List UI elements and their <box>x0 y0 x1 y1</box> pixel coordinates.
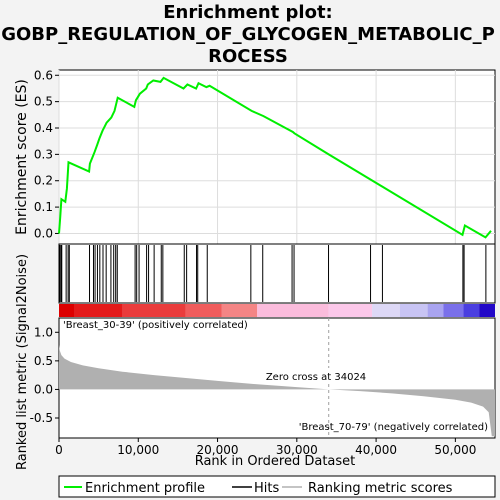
zero-cross-label: Zero cross at 34024 <box>266 372 366 383</box>
metric-y-tick-label: 0.5 <box>34 354 53 368</box>
es-y-tick-label: 0.5 <box>34 95 53 109</box>
es-y-tick-label: 0.3 <box>34 147 53 161</box>
heat-bar-segment <box>185 304 222 317</box>
enrichment-profile-line <box>58 76 492 239</box>
x-tick-label: 20,000 <box>197 443 239 457</box>
legend-box <box>58 475 496 498</box>
legend-enrichment-label: Enrichment profile <box>85 481 205 496</box>
es-y-axis-label: Enrichment score (ES) <box>14 79 30 235</box>
metric-y-tick-label: 0.0 <box>34 382 53 396</box>
x-axis-label: Rank in Ordered Dataset <box>195 454 356 469</box>
legend-hits-label: Hits <box>254 481 279 496</box>
x-tick-label: 10,000 <box>117 443 159 457</box>
heat-bar-segment <box>74 304 123 317</box>
heat-bar-segment <box>221 304 258 317</box>
heat-bar-segment <box>479 304 495 317</box>
heat-bar-segment <box>427 304 444 317</box>
x-tick-label: 50,000 <box>434 443 476 457</box>
heat-bar-segment <box>122 304 186 317</box>
heat-bar-segment <box>463 304 480 317</box>
hit-marks <box>59 245 487 302</box>
es-panel <box>58 69 496 245</box>
legend-ranking-label: Ranking metric scores <box>308 481 453 496</box>
heat-bar-segment <box>443 304 464 317</box>
metric-y-axis-label: Ranked list metric (Signal2Noise) <box>15 254 30 470</box>
es-y-tick-label: 0.0 <box>34 226 53 240</box>
heat-bar-segment <box>59 304 75 317</box>
ranking-heat-bar <box>59 304 495 317</box>
metric-y-axis-ticks: -0.5 0.0 0.5 1.0 <box>30 325 59 425</box>
es-y-tick-label: 0.1 <box>34 200 53 214</box>
es-y-tick-label: 0.6 <box>34 68 53 82</box>
es-y-tick-label: 0.4 <box>34 121 53 135</box>
positive-correlation-label: 'Breast_30-39' (positively correlated) <box>63 320 248 331</box>
es-y-axis-ticks: 0.0 0.1 0.2 0.3 0.4 0.5 0.6 <box>34 68 59 240</box>
hits-panel <box>58 243 496 304</box>
es-gridlines <box>58 70 495 244</box>
plot-title-line-3: ROCESS <box>208 46 288 67</box>
plot-title-line-1: Enrichment plot: <box>163 2 333 23</box>
x-tick-label: 30,000 <box>276 443 318 457</box>
negative-correlation-label: 'Breast_70-79' (negatively correlated) <box>299 422 488 433</box>
plot-title-line-2: GOBP_REGULATION_OF_GLYCOGEN_METABOLIC_P <box>1 24 495 45</box>
heat-bar-segment <box>372 304 400 317</box>
heat-bar-segment <box>399 304 428 317</box>
metric-y-tick-label: -0.5 <box>30 411 53 425</box>
heat-bar-segment <box>328 304 373 317</box>
metric-y-tick-label: 1.0 <box>34 325 53 339</box>
heat-bar-segment <box>257 304 329 317</box>
zero-cross-label-bg <box>264 368 369 384</box>
x-tick-label: 0 <box>55 443 63 457</box>
ranking-metric-area <box>59 344 495 437</box>
x-axis-ticks: 0 10,000 20,000 30,000 40,000 50,000 <box>55 438 476 457</box>
es-y-tick-label: 0.2 <box>34 174 53 188</box>
x-tick-label: 40,000 <box>355 443 397 457</box>
